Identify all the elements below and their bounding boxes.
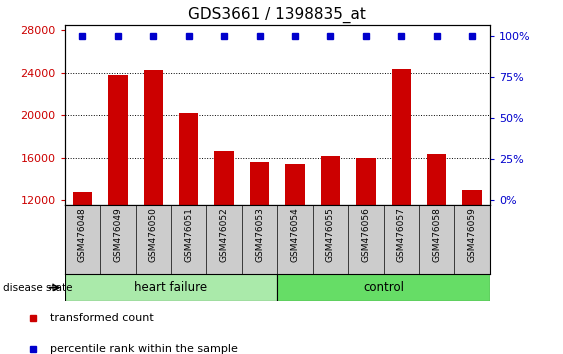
Bar [73, 192, 92, 205]
Bar [462, 190, 482, 205]
Text: GSM476054: GSM476054 [291, 207, 300, 262]
Text: GSM476056: GSM476056 [361, 207, 370, 262]
Text: control: control [363, 281, 404, 294]
Text: GSM476055: GSM476055 [326, 207, 335, 262]
Text: GSM476048: GSM476048 [78, 207, 87, 262]
Bar [108, 75, 128, 205]
Bar [285, 164, 305, 205]
Text: GSM476057: GSM476057 [397, 207, 406, 262]
Text: GSM476059: GSM476059 [468, 207, 477, 262]
Bar [391, 69, 411, 205]
Bar [215, 151, 234, 205]
Text: GSM476049: GSM476049 [113, 207, 122, 262]
Bar [356, 158, 376, 205]
Bar [278, 274, 490, 301]
Text: heart failure: heart failure [135, 281, 208, 294]
Bar [65, 274, 278, 301]
Text: GSM476052: GSM476052 [220, 207, 229, 262]
Bar [427, 154, 446, 205]
Text: GSM476053: GSM476053 [255, 207, 264, 262]
Text: transformed count: transformed count [50, 313, 154, 323]
Bar [144, 70, 163, 205]
Text: disease state: disease state [3, 282, 72, 293]
Bar [250, 162, 269, 205]
Bar [179, 113, 199, 205]
Text: GSM476058: GSM476058 [432, 207, 441, 262]
Text: percentile rank within the sample: percentile rank within the sample [50, 344, 238, 354]
Text: GSM476050: GSM476050 [149, 207, 158, 262]
Text: GSM476051: GSM476051 [184, 207, 193, 262]
Bar [321, 156, 340, 205]
Title: GDS3661 / 1398835_at: GDS3661 / 1398835_at [189, 7, 366, 23]
